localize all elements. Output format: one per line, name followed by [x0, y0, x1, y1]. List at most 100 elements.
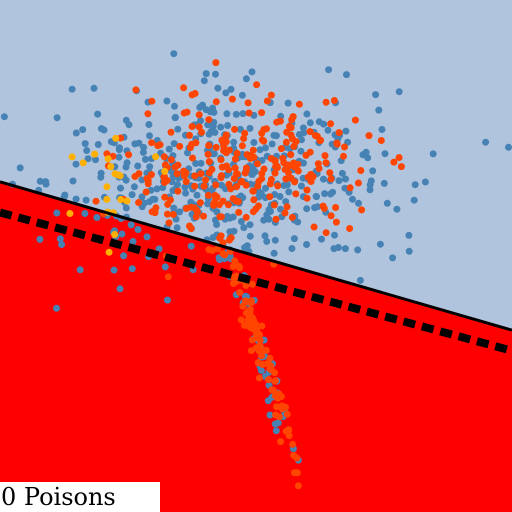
data-point-series-0	[271, 236, 279, 244]
data-point-series-0	[312, 192, 320, 200]
data-point-series-2	[123, 197, 131, 205]
data-point-series-1	[249, 187, 257, 195]
data-point-series-1	[234, 198, 242, 205]
data-point-series-1	[238, 177, 246, 185]
data-point-series-1	[341, 143, 348, 151]
data-point-series-1	[235, 208, 243, 216]
data-point-series-1	[224, 201, 232, 209]
data-point-series-1	[271, 169, 279, 177]
data-point-series-0	[248, 68, 256, 76]
data-point-series-1	[217, 156, 225, 164]
data-point-series-0	[128, 191, 136, 199]
data-point-series-1	[151, 209, 159, 217]
data-point-series-1	[189, 154, 196, 162]
data-point-series-1	[200, 182, 208, 190]
data-point-series-1	[320, 204, 328, 212]
data-point-series-2	[112, 134, 120, 142]
data-point-series-0	[338, 169, 346, 177]
data-point-series-0	[72, 129, 80, 137]
data-point-series-1	[212, 98, 220, 106]
data-point-series-0	[122, 204, 130, 212]
data-point-series-1	[309, 173, 317, 181]
data-point-series-0	[97, 169, 105, 177]
data-point-series-0	[342, 175, 349, 183]
data-point-series-0	[303, 241, 311, 248]
data-point-series-1	[351, 116, 359, 124]
data-point-series-1	[283, 203, 291, 211]
data-point-series-0	[53, 209, 61, 217]
data-point-series-0	[134, 226, 142, 233]
data-point-series-1	[272, 215, 280, 223]
data-point-series-0	[325, 66, 333, 74]
data-point-series-0	[429, 150, 437, 158]
data-point-series-2	[79, 159, 87, 167]
data-point-series-0	[257, 367, 265, 374]
data-point-series-1	[169, 211, 177, 218]
data-point-series-0	[335, 177, 343, 185]
data-point-series-0	[331, 231, 338, 239]
data-point-series-1	[290, 159, 298, 167]
data-point-series-0	[421, 178, 429, 186]
data-point-series-1	[148, 97, 156, 105]
data-point-series-1	[219, 239, 227, 247]
data-point-series-1	[229, 195, 237, 203]
data-point-series-0	[410, 196, 418, 204]
data-point-series-1	[173, 170, 181, 178]
data-point-series-0	[56, 235, 64, 243]
data-point-series-0	[68, 85, 76, 93]
data-point-series-1	[142, 188, 150, 196]
data-point-series-1	[182, 204, 190, 212]
data-point-series-1	[286, 122, 293, 130]
data-point-series-0	[376, 240, 384, 248]
data-point-series-1	[293, 454, 301, 462]
data-point-series-1	[215, 201, 223, 209]
data-point-series-0	[355, 199, 362, 207]
data-point-series-1	[233, 170, 241, 178]
data-point-series-1	[222, 131, 230, 139]
data-point-series-1	[346, 225, 354, 232]
data-point-series-1	[186, 131, 193, 139]
data-point-series-1	[161, 193, 169, 201]
data-point-series-0	[223, 110, 231, 118]
data-point-series-1	[205, 158, 213, 166]
data-point-series-1	[160, 173, 168, 181]
data-point-series-0	[170, 50, 178, 58]
data-point-series-0	[303, 110, 311, 118]
data-point-series-1	[262, 346, 270, 354]
data-point-series-0	[272, 427, 280, 435]
data-point-series-1	[144, 177, 152, 185]
data-point-series-0	[174, 125, 182, 133]
data-point-series-2	[152, 153, 160, 161]
data-point-series-1	[131, 173, 139, 180]
data-point-series-0	[297, 182, 305, 190]
data-point-series-1	[250, 325, 258, 333]
data-point-series-1	[238, 142, 246, 150]
data-point-series-0	[184, 149, 191, 157]
data-point-series-0	[205, 130, 213, 138]
data-point-series-1	[214, 245, 221, 253]
data-point-series-0	[330, 245, 338, 253]
data-point-series-1	[377, 137, 385, 144]
data-point-series-1	[263, 97, 271, 105]
data-point-series-0	[197, 117, 205, 125]
data-point-series-2	[103, 183, 111, 191]
data-point-series-1	[266, 354, 274, 362]
data-point-series-1	[255, 374, 263, 382]
data-point-series-0	[224, 122, 232, 129]
data-point-series-1	[180, 172, 188, 180]
data-point-series-1	[365, 132, 373, 140]
data-point-series-1	[205, 169, 213, 177]
data-point-series-0	[81, 210, 89, 217]
data-point-series-1	[277, 438, 285, 446]
data-point-series-1	[196, 199, 204, 207]
data-point-series-1	[272, 411, 280, 419]
data-point-series-1	[271, 377, 279, 385]
data-point-series-2	[114, 171, 122, 179]
data-point-series-0	[82, 196, 90, 204]
data-point-series-1	[285, 432, 293, 440]
data-point-series-0	[58, 241, 66, 248]
data-point-series-0	[53, 114, 61, 122]
data-point-series-1	[212, 195, 219, 203]
data-point-series-0	[72, 160, 80, 168]
